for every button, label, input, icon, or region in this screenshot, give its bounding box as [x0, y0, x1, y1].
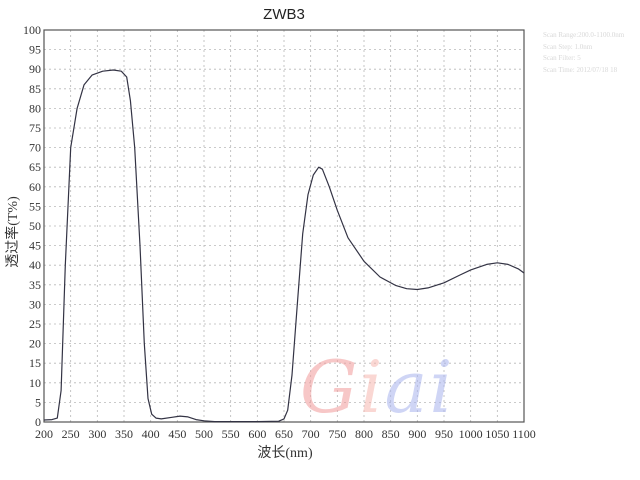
y-tick-label: 30 — [29, 297, 41, 311]
y-tick-label: 40 — [29, 258, 41, 272]
x-tick-label: 1100 — [512, 427, 536, 441]
x-tick-label: 700 — [302, 427, 320, 441]
x-axis-label: 波长(nm) — [257, 446, 313, 461]
y-tick-label: 80 — [29, 101, 41, 115]
x-tick-label: 1050 — [485, 427, 509, 441]
y-tick-label: 35 — [29, 278, 41, 292]
y-tick-label: 85 — [29, 82, 41, 96]
x-tick-label: 1000 — [459, 427, 483, 441]
chart-title: ZWB3 — [263, 6, 305, 23]
x-tick-label: 400 — [142, 427, 160, 441]
watermark-letter: G — [300, 345, 360, 429]
y-axis-label: 透过率(T%) — [6, 196, 21, 268]
x-tick-label: 800 — [355, 427, 373, 441]
plot-frame — [43, 29, 525, 423]
x-tick-label: 300 — [88, 427, 106, 441]
scan-step: Scan Step: 1.0nm — [543, 42, 593, 51]
scan-time: Scan Time: 2012/07/18 18 — [543, 65, 618, 74]
y-tick-label: 65 — [29, 160, 41, 174]
watermark-logo: Giai — [300, 345, 455, 429]
x-tick-label: 750 — [328, 427, 346, 441]
y-tick-label: 55 — [29, 199, 41, 213]
y-tick-label: 70 — [29, 141, 41, 155]
y-tick-label: 15 — [29, 356, 41, 370]
x-tick-label: 950 — [435, 427, 453, 441]
y-tick-label: 60 — [29, 180, 41, 194]
y-tick-label: 25 — [29, 317, 41, 331]
x-tick-label: 200 — [35, 427, 53, 441]
y-tick-label: 0 — [35, 415, 41, 429]
y-tick-label: 10 — [29, 376, 41, 390]
y-tick-label: 20 — [29, 337, 41, 351]
y-tick-label: 95 — [29, 43, 41, 57]
y-tick-label: 90 — [29, 62, 41, 76]
scan-info: Scan Range:200.0-1100.0nm Scan Step: 1.0… — [543, 30, 624, 76]
scan-range: Scan Range:200.0-1100.0nm — [543, 31, 625, 39]
watermark-letter: i — [429, 345, 455, 429]
y-tick-label: 5 — [35, 395, 41, 409]
x-tick-label: 900 — [408, 427, 426, 441]
y-tick-label: 75 — [29, 121, 41, 135]
watermark-letter: a — [384, 345, 430, 429]
x-tick-label: 600 — [248, 427, 266, 441]
y-tick-label: 45 — [29, 239, 41, 253]
watermark-letter: i — [359, 345, 385, 429]
x-tick-label: 850 — [382, 427, 400, 441]
scan-filter: Scan Filter: 5 — [543, 54, 581, 62]
y-tick-label: 100 — [23, 23, 41, 37]
x-tick-label: 500 — [195, 427, 213, 441]
x-tick-label: 450 — [168, 427, 186, 441]
y-tick-label: 50 — [29, 219, 41, 233]
x-tick-label: 550 — [222, 427, 240, 441]
x-tick-label: 250 — [62, 427, 80, 441]
x-tick-label: 350 — [115, 427, 133, 441]
transmittance-curve — [43, 69, 525, 423]
x-tick-label: 650 — [275, 427, 293, 441]
